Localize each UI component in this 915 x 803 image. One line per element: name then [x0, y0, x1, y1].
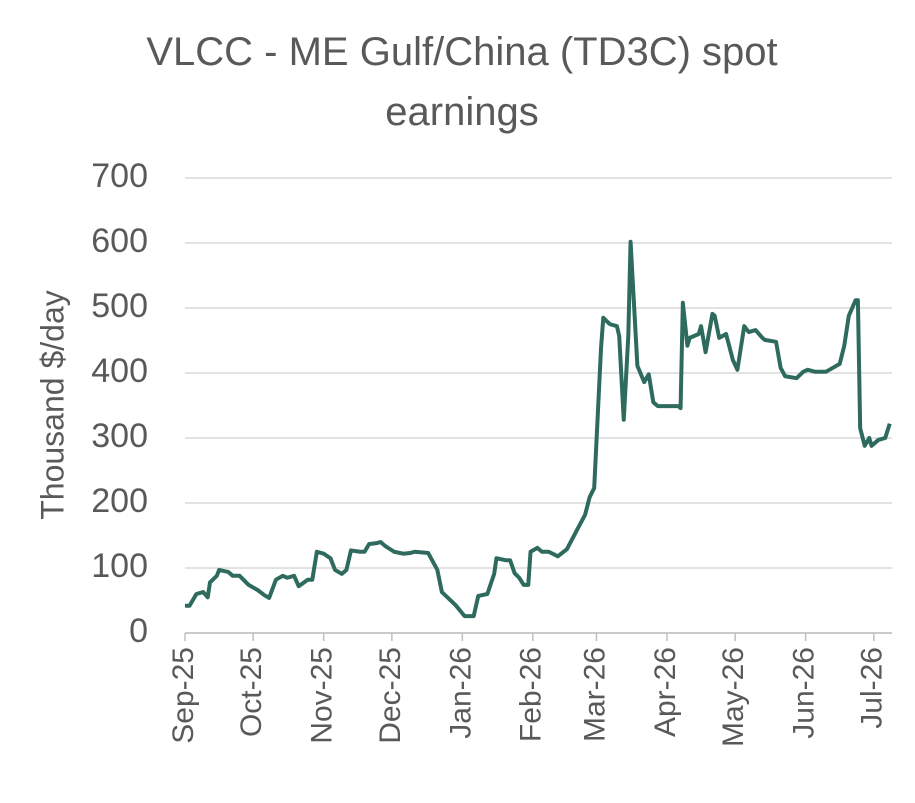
y-tick-label: 600 — [91, 222, 148, 260]
y-tick-label: 0 — [129, 612, 148, 650]
x-tick-label: Dec-25 — [374, 647, 407, 744]
y-tick-label: 700 — [91, 157, 148, 195]
x-tick-label: Mar-26 — [578, 647, 611, 742]
x-tick-label: Feb-26 — [515, 647, 548, 742]
x-tick-label: Oct-25 — [235, 647, 268, 737]
y-tick-label: 200 — [91, 482, 148, 520]
x-tick-label: Jul-26 — [856, 647, 889, 729]
y-tick-label: 100 — [91, 547, 148, 585]
x-tick-label: May-26 — [717, 647, 750, 747]
x-tick-label: Nov-25 — [306, 647, 339, 744]
x-tick-label: Apr-26 — [649, 647, 682, 737]
y-tick-label: 400 — [91, 352, 148, 390]
y-tick-label: 500 — [91, 287, 148, 325]
x-tick-label: Sep-25 — [167, 647, 200, 744]
y-tick-label: 300 — [91, 417, 148, 455]
y-axis-label: Thousand $/day — [34, 290, 70, 520]
x-tick-label: Jan-26 — [444, 647, 477, 739]
line-series — [185, 239, 892, 619]
x-tick-label: Jun-26 — [788, 647, 821, 739]
chart-title: VLCC - ME Gulf/China (TD3C) spot earning… — [146, 30, 778, 134]
